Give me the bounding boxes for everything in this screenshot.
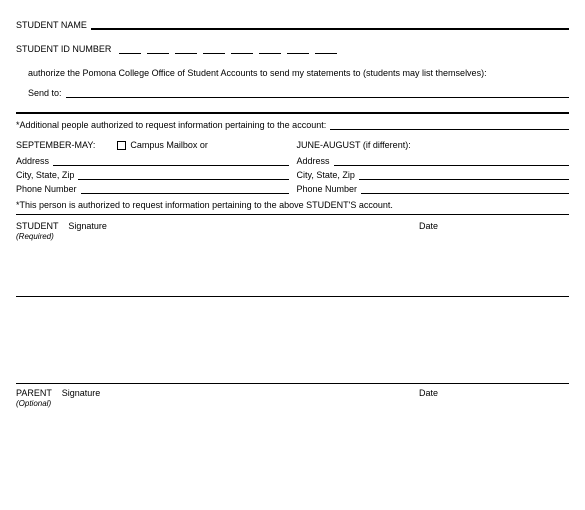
- parent-date-label: Date: [419, 388, 438, 398]
- csz-row: City, State, Zip City, State, Zip: [16, 170, 569, 180]
- phone-label-1: Phone Number: [16, 184, 81, 194]
- authorization-form: STUDENT NAME STUDENT ID NUMBER authorize…: [16, 20, 569, 408]
- period-header-row: SEPTEMBER-MAY: Campus Mailbox or JUNE-AU…: [16, 140, 569, 150]
- send-to-line[interactable]: [66, 88, 569, 98]
- csz-line-2[interactable]: [359, 170, 569, 180]
- student-signature-header: STUDENT Signature (Required) Date: [16, 221, 569, 241]
- student-date-label: Date: [419, 221, 438, 231]
- phone-line-2[interactable]: [361, 184, 569, 194]
- student-id-blanks[interactable]: [115, 44, 569, 54]
- address-line-2[interactable]: [334, 156, 569, 166]
- csz-line-1[interactable]: [78, 170, 288, 180]
- csz-label-2: City, State, Zip: [297, 170, 359, 180]
- student-name-line[interactable]: [91, 20, 569, 30]
- parent-signature-header: PARENT Signature (Optional) Date: [16, 388, 569, 408]
- parent-optional-label: (Optional): [16, 399, 419, 408]
- period1-label: SEPTEMBER-MAY:: [16, 140, 99, 150]
- divider-1: [16, 214, 569, 215]
- additional-label: *Additional people authorized to request…: [16, 120, 330, 130]
- footnote-text: *This person is authorized to request in…: [16, 200, 569, 210]
- student-sig-word: Signature: [68, 221, 107, 231]
- parent-sig-word: Signature: [62, 388, 101, 398]
- address-line-1[interactable]: [53, 156, 288, 166]
- student-signature-space[interactable]: [16, 247, 569, 297]
- additional-row: *Additional people authorized to request…: [16, 120, 569, 130]
- send-to-thick-line: [16, 104, 569, 114]
- student-name-row: STUDENT NAME: [16, 20, 569, 30]
- student-name-label: STUDENT NAME: [16, 20, 91, 30]
- student-id-row: STUDENT ID NUMBER: [16, 44, 569, 54]
- phone-line-1[interactable]: [81, 184, 289, 194]
- period2-col: JUNE-AUGUST (if different):: [297, 140, 570, 150]
- phone-label-2: Phone Number: [297, 184, 362, 194]
- campus-mailbox-checkbox[interactable]: [117, 141, 126, 150]
- divider-2: [16, 383, 569, 384]
- address-label-1: Address: [16, 156, 53, 166]
- additional-line[interactable]: [330, 120, 569, 130]
- address-label-2: Address: [297, 156, 334, 166]
- student-sig-title: STUDENT: [16, 221, 58, 231]
- period1-col: SEPTEMBER-MAY: Campus Mailbox or: [16, 140, 289, 150]
- parent-sig-title: PARENT: [16, 388, 52, 398]
- student-id-label: STUDENT ID NUMBER: [16, 44, 115, 54]
- period2-label: JUNE-AUGUST (if different):: [297, 140, 415, 150]
- authorize-text: authorize the Pomona College Office of S…: [16, 68, 569, 78]
- mid-gap: [16, 303, 569, 313]
- csz-label-1: City, State, Zip: [16, 170, 78, 180]
- student-required-label: (Required): [16, 232, 419, 241]
- send-to-label: Send to:: [28, 88, 66, 98]
- send-to-row: Send to:: [16, 88, 569, 98]
- campus-mailbox-label: Campus Mailbox or: [130, 140, 212, 150]
- address-row: Address Address: [16, 156, 569, 166]
- phone-row: Phone Number Phone Number: [16, 184, 569, 194]
